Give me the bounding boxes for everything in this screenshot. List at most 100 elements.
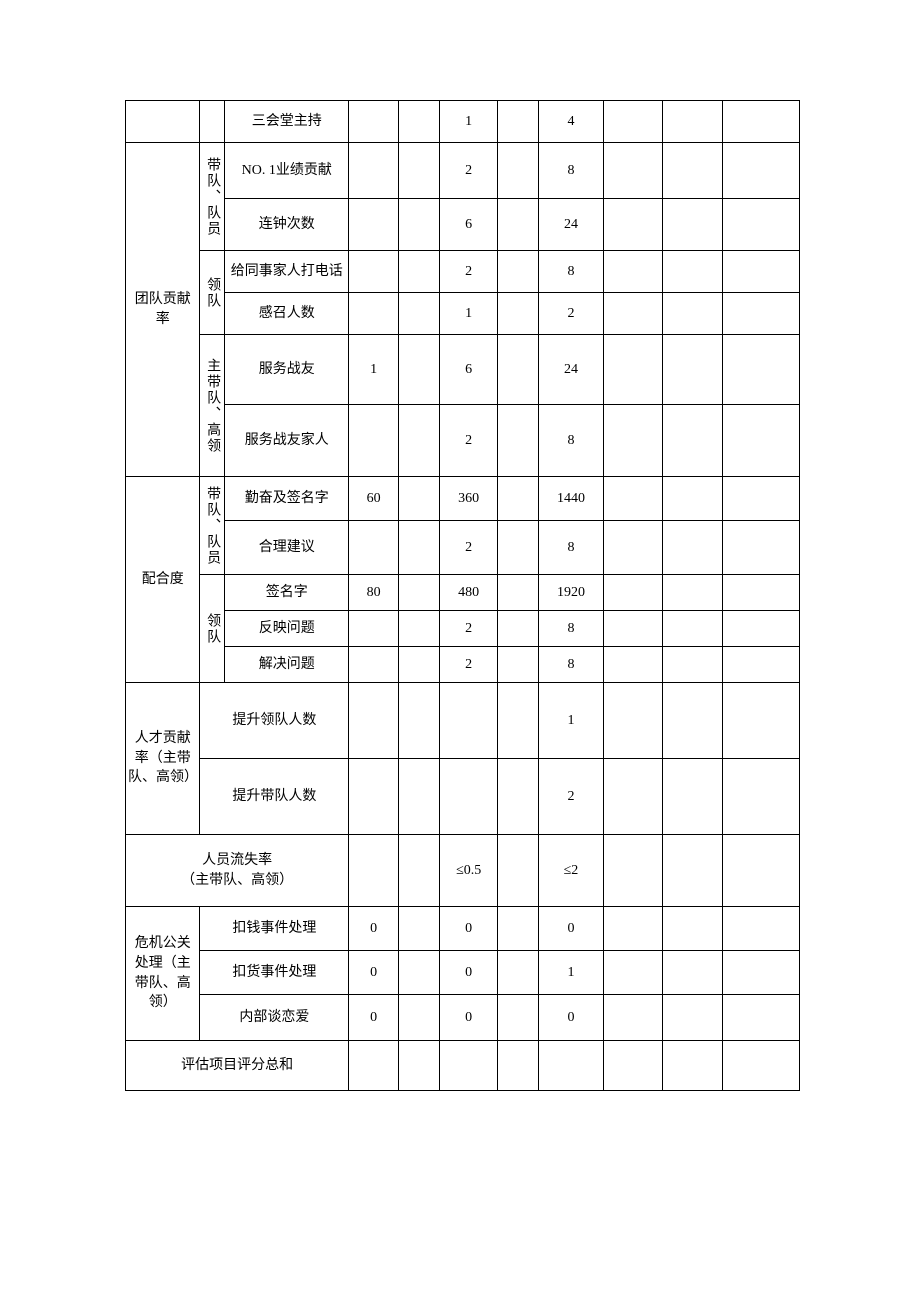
cell-value: 1 xyxy=(539,951,603,995)
cell-item: 扣钱事件处理 xyxy=(200,907,349,951)
cell-value xyxy=(349,835,399,907)
cell-category-item: 评估项目评分总和 xyxy=(126,1041,349,1091)
cell-empty xyxy=(398,477,439,521)
cell-category: 配合度 xyxy=(126,477,200,683)
cell-empty xyxy=(603,1041,663,1091)
cell-empty xyxy=(398,995,439,1041)
table-row: 扣货事件处理 0 0 1 xyxy=(126,951,800,995)
cell-empty xyxy=(663,995,723,1041)
cell-empty xyxy=(723,907,800,951)
cell-empty xyxy=(200,101,225,143)
cell-empty xyxy=(723,759,800,835)
cell-value: 6 xyxy=(440,199,498,251)
cell-empty xyxy=(498,335,539,405)
cell-value xyxy=(349,683,399,759)
cell-empty xyxy=(398,199,439,251)
table-row: 连钟次数 6 24 xyxy=(126,199,800,251)
cell-empty xyxy=(126,101,200,143)
cell-item: NO. 1业绩贡献 xyxy=(225,143,349,199)
cell-empty xyxy=(663,477,723,521)
cell-empty xyxy=(663,647,723,683)
cell-value: 80 xyxy=(349,575,399,611)
cell-empty xyxy=(723,647,800,683)
cell-empty xyxy=(663,575,723,611)
cell-empty xyxy=(723,101,800,143)
cell-item: 给同事家人打电话 xyxy=(225,251,349,293)
cell-item: 合理建议 xyxy=(225,521,349,575)
cell-category: 危机公关处理（主带队、高领） xyxy=(126,907,200,1041)
cell-value xyxy=(349,101,399,143)
cell-item: 连钟次数 xyxy=(225,199,349,251)
cell-value: ≤0.5 xyxy=(440,835,498,907)
cell-empty xyxy=(398,251,439,293)
evaluation-table: 三会堂主持 1 4 团队贡献率 带队、队员 NO. 1业绩贡献 2 8 xyxy=(125,100,800,1091)
cell-value xyxy=(349,611,399,647)
table-row: 配合度 带队、队员 勤奋及签名字 60 360 1440 xyxy=(126,477,800,521)
cell-empty xyxy=(663,683,723,759)
cell-empty xyxy=(723,335,800,405)
table-row: 危机公关处理（主带队、高领） 扣钱事件处理 0 0 0 xyxy=(126,907,800,951)
cell-value xyxy=(440,759,498,835)
cell-item: 提升领队人数 xyxy=(200,683,349,759)
cell-value: 1 xyxy=(440,101,498,143)
cell-empty xyxy=(498,1041,539,1091)
cell-empty xyxy=(498,647,539,683)
cell-empty xyxy=(603,575,663,611)
cell-value: 2 xyxy=(440,521,498,575)
cell-empty xyxy=(603,759,663,835)
cell-empty xyxy=(398,611,439,647)
cell-empty xyxy=(398,143,439,199)
cell-empty xyxy=(663,405,723,477)
cell-empty xyxy=(603,951,663,995)
cell-empty xyxy=(603,251,663,293)
cell-item: 感召人数 xyxy=(225,293,349,335)
cell-empty xyxy=(398,647,439,683)
cell-value: 8 xyxy=(539,405,603,477)
cell-empty xyxy=(398,907,439,951)
cell-empty xyxy=(723,575,800,611)
table-row: 提升带队人数 2 xyxy=(126,759,800,835)
cell-category: 团队贡献率 xyxy=(126,143,200,477)
cell-item: 签名字 xyxy=(225,575,349,611)
cell-value: 0 xyxy=(539,995,603,1041)
cell-empty xyxy=(603,101,663,143)
cell-empty xyxy=(398,575,439,611)
cell-empty xyxy=(498,251,539,293)
table-row: 人才贡献率（主带队、高领） 提升领队人数 1 xyxy=(126,683,800,759)
cell-empty xyxy=(723,951,800,995)
cell-empty xyxy=(603,521,663,575)
cell-value: 8 xyxy=(539,647,603,683)
cell-value xyxy=(349,647,399,683)
table-row: 评估项目评分总和 xyxy=(126,1041,800,1091)
cell-value: ≤2 xyxy=(539,835,603,907)
cell-empty xyxy=(603,835,663,907)
cell-value: 1440 xyxy=(539,477,603,521)
cell-empty xyxy=(663,143,723,199)
cell-value: 2 xyxy=(539,759,603,835)
cell-subcategory: 带队、队员 xyxy=(200,477,225,575)
cell-empty xyxy=(723,293,800,335)
cell-empty xyxy=(398,1041,439,1091)
cell-value: 8 xyxy=(539,251,603,293)
table-row: 感召人数 1 2 xyxy=(126,293,800,335)
cell-item: 解决问题 xyxy=(225,647,349,683)
cell-value xyxy=(349,759,399,835)
cell-item: 内部谈恋爱 xyxy=(200,995,349,1041)
cell-empty xyxy=(603,405,663,477)
cell-empty xyxy=(498,101,539,143)
cell-empty xyxy=(498,835,539,907)
cell-empty xyxy=(498,611,539,647)
cell-empty xyxy=(398,683,439,759)
table-row: 团队贡献率 带队、队员 NO. 1业绩贡献 2 8 xyxy=(126,143,800,199)
cell-empty xyxy=(498,683,539,759)
cell-empty xyxy=(663,251,723,293)
cell-empty xyxy=(723,251,800,293)
cell-value: 2 xyxy=(440,647,498,683)
cell-value xyxy=(349,405,399,477)
cell-empty xyxy=(723,1041,800,1091)
cell-empty xyxy=(498,951,539,995)
cell-empty xyxy=(663,199,723,251)
cell-empty xyxy=(398,405,439,477)
cell-empty xyxy=(498,477,539,521)
cell-subcategory: 领队 xyxy=(200,251,225,335)
